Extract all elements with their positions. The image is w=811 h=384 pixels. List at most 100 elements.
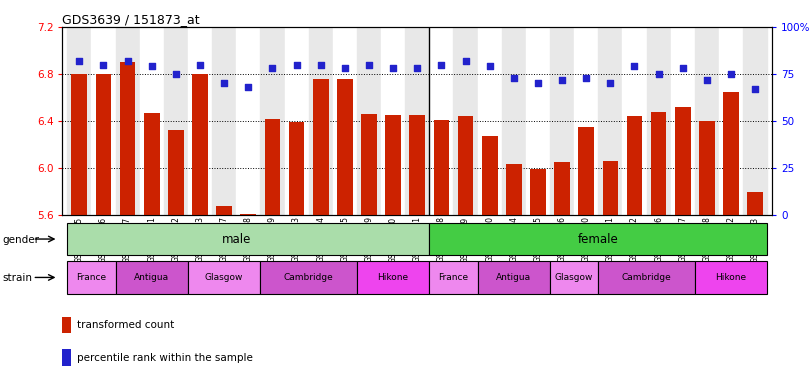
Bar bbox=[192, 74, 208, 215]
Bar bbox=[115, 27, 139, 215]
Bar bbox=[337, 79, 353, 215]
Point bbox=[217, 80, 230, 86]
Text: Hikone: Hikone bbox=[378, 273, 409, 282]
Bar bbox=[333, 27, 357, 215]
Bar bbox=[434, 120, 449, 215]
Bar bbox=[96, 74, 111, 215]
Bar bbox=[554, 162, 570, 215]
Bar bbox=[212, 27, 236, 215]
Text: Cambridge: Cambridge bbox=[622, 273, 672, 282]
Bar bbox=[650, 111, 667, 215]
Bar bbox=[309, 27, 333, 215]
Bar bbox=[168, 130, 184, 215]
Bar bbox=[453, 27, 478, 215]
Bar bbox=[410, 115, 425, 215]
Bar bbox=[599, 261, 695, 294]
Bar bbox=[313, 79, 328, 215]
Point bbox=[314, 61, 327, 68]
Bar bbox=[646, 27, 671, 215]
Bar bbox=[429, 27, 453, 215]
Point bbox=[145, 63, 158, 70]
Bar bbox=[217, 205, 232, 215]
Point bbox=[701, 76, 714, 83]
Bar bbox=[264, 119, 281, 215]
Bar bbox=[695, 27, 719, 215]
Text: France: France bbox=[76, 273, 106, 282]
Bar bbox=[357, 261, 429, 294]
Bar bbox=[62, 349, 71, 366]
Bar bbox=[139, 27, 164, 215]
Bar bbox=[240, 214, 256, 215]
Point bbox=[435, 61, 448, 68]
Bar bbox=[188, 27, 212, 215]
Text: gender: gender bbox=[2, 235, 40, 245]
Point bbox=[266, 65, 279, 71]
Bar bbox=[506, 164, 521, 215]
Text: France: France bbox=[439, 273, 469, 282]
Point bbox=[531, 80, 544, 86]
Text: Cambridge: Cambridge bbox=[284, 273, 333, 282]
Point bbox=[97, 61, 110, 68]
Point bbox=[459, 58, 472, 64]
Bar bbox=[67, 223, 429, 255]
Bar bbox=[482, 136, 497, 215]
Text: male: male bbox=[221, 233, 251, 245]
Bar bbox=[723, 91, 739, 215]
Point bbox=[580, 74, 593, 81]
Bar bbox=[144, 113, 160, 215]
Bar bbox=[381, 27, 406, 215]
Bar bbox=[289, 122, 304, 215]
Bar bbox=[406, 27, 429, 215]
Point bbox=[410, 65, 423, 71]
Point bbox=[483, 63, 496, 70]
Bar bbox=[429, 223, 767, 255]
Bar bbox=[603, 161, 618, 215]
Bar bbox=[502, 27, 526, 215]
Point bbox=[628, 63, 641, 70]
Bar bbox=[671, 27, 695, 215]
Text: percentile rank within the sample: percentile rank within the sample bbox=[76, 353, 252, 362]
Bar bbox=[699, 121, 714, 215]
Bar bbox=[478, 261, 550, 294]
Bar bbox=[743, 27, 767, 215]
Bar bbox=[260, 261, 357, 294]
Bar bbox=[92, 27, 115, 215]
Text: strain: strain bbox=[2, 273, 32, 283]
Bar bbox=[695, 261, 767, 294]
Point bbox=[338, 65, 351, 71]
Bar bbox=[236, 27, 260, 215]
Point bbox=[387, 65, 400, 71]
Point bbox=[652, 71, 665, 77]
Bar bbox=[62, 317, 71, 333]
Bar bbox=[164, 27, 188, 215]
Bar bbox=[675, 107, 691, 215]
Text: Glasgow: Glasgow bbox=[555, 273, 594, 282]
Bar bbox=[260, 27, 285, 215]
Bar bbox=[578, 127, 594, 215]
Point bbox=[363, 61, 375, 68]
Point bbox=[724, 71, 737, 77]
Bar bbox=[478, 27, 502, 215]
Bar bbox=[429, 261, 478, 294]
Point bbox=[556, 76, 569, 83]
Text: transformed count: transformed count bbox=[76, 320, 174, 330]
Bar bbox=[71, 74, 88, 215]
Bar bbox=[747, 192, 763, 215]
Bar bbox=[361, 114, 377, 215]
Bar bbox=[115, 261, 188, 294]
Bar bbox=[120, 62, 135, 215]
Text: Glasgow: Glasgow bbox=[205, 273, 243, 282]
Bar bbox=[530, 169, 546, 215]
Text: Hikone: Hikone bbox=[715, 273, 747, 282]
Point bbox=[73, 58, 86, 64]
Point bbox=[508, 74, 521, 81]
Point bbox=[169, 71, 182, 77]
Bar bbox=[622, 27, 646, 215]
Bar bbox=[526, 27, 550, 215]
Bar bbox=[67, 27, 92, 215]
Point bbox=[121, 58, 134, 64]
Bar bbox=[599, 27, 622, 215]
Point bbox=[604, 80, 617, 86]
Bar bbox=[719, 27, 743, 215]
Text: GDS3639 / 151873_at: GDS3639 / 151873_at bbox=[62, 13, 200, 26]
